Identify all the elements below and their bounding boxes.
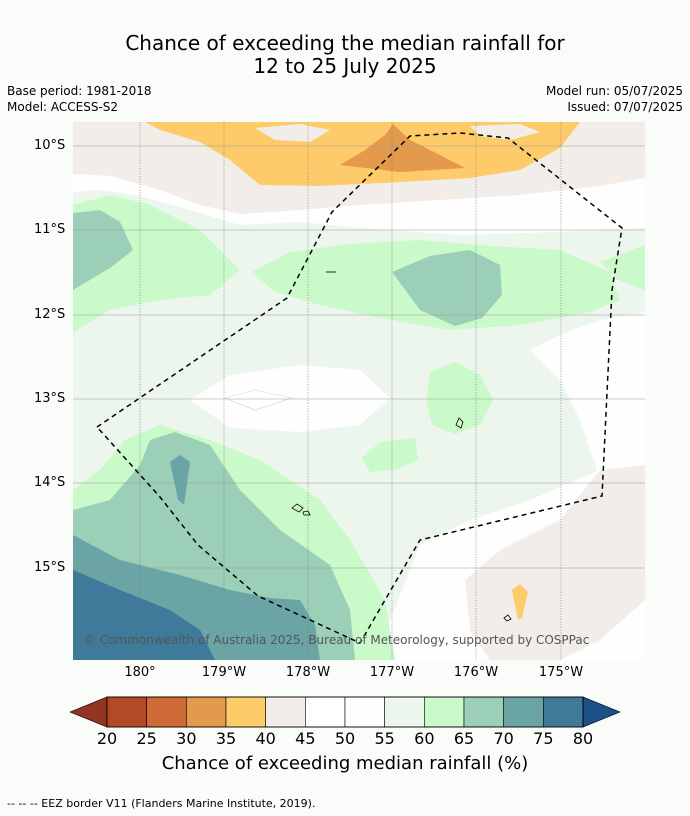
lon-label-180: 180°	[124, 665, 156, 680]
colorbar-cell-40	[265, 696, 306, 728]
lat-label-15s: 15°S	[34, 560, 66, 575]
lon-label-178w: 178°W	[285, 665, 331, 680]
colorbar-cell-55	[384, 696, 425, 728]
map-title-line2: 12 to 25 July 2025	[253, 54, 437, 78]
colorbar-tick-70: 70	[493, 729, 514, 748]
lon-label-177w: 177°W	[369, 665, 415, 680]
contour-65-70-central	[392, 250, 502, 326]
colorbar-tick-80: 80	[572, 729, 594, 748]
contour-50-middle	[224, 389, 294, 411]
lat-label-12s: 12°S	[34, 307, 66, 322]
colorbar-tick-25: 25	[136, 729, 157, 748]
lon-label-179w: 179°W	[201, 665, 247, 680]
colorbar-tick-20: 20	[96, 729, 118, 748]
lat-label-10s: 10°S	[34, 138, 66, 153]
contour-30-35	[340, 124, 465, 172]
colorbar-cell-50	[344, 696, 385, 728]
model-text: Model: ACCESS-S2	[7, 100, 119, 114]
colorbar-cell-25	[146, 696, 187, 728]
colorbar-tick-45: 45	[295, 729, 316, 748]
lat-label-13s: 13°S	[34, 391, 66, 406]
colorbar-cell-60	[424, 696, 465, 728]
map-area	[73, 122, 645, 660]
contour-75-80-south	[73, 570, 215, 660]
map-gridlines	[73, 145, 645, 569]
contour-70-75-blob	[170, 455, 190, 505]
island-outlines	[291, 271, 512, 622]
colorbar-tick-55: 55	[374, 729, 395, 748]
colorbar-tick-30: 30	[176, 729, 197, 748]
contour-45-55-north	[73, 174, 645, 235]
eez-border	[95, 132, 623, 644]
colorbar-cell-35	[225, 696, 266, 728]
contour-60-65-east	[600, 245, 645, 290]
colorbar-tick-65: 65	[453, 729, 475, 748]
colorbar-under-arrow	[69, 696, 108, 728]
contour-35-40-south	[512, 584, 528, 620]
lat-label-11s: 11°S	[34, 222, 66, 237]
colorbar	[69, 696, 621, 728]
lon-label-176w: 176°W	[453, 665, 499, 680]
map-meridians	[139, 122, 562, 660]
lat-label-14s: 14°S	[34, 475, 66, 490]
colorbar-cell-65	[463, 696, 504, 728]
issued-text: Issued: 07/07/2025	[567, 100, 683, 114]
colorbar-tick-40: 40	[255, 729, 276, 748]
colorbar-cell-75	[543, 696, 584, 728]
colorbar-tick-60: 60	[414, 729, 435, 748]
colorbar-cell-20	[106, 696, 147, 728]
colorbar-tick-75: 75	[533, 729, 554, 748]
colorbar-border	[106, 696, 584, 728]
base-period-text: Base period: 1981-2018	[7, 84, 152, 98]
colorbar-cell-70	[503, 696, 544, 728]
copyright-credit: © Commonwealth of Australia 2025, Bureau…	[84, 633, 590, 647]
colorbar-over-arrow	[582, 696, 621, 728]
contour-40-45-patch	[255, 124, 330, 142]
contour-60-65-blob1	[426, 362, 493, 434]
model-run-text: Model run: 05/07/2025	[545, 84, 683, 98]
colorbar-cell-45	[305, 696, 346, 728]
colorbar-tick-35: 35	[215, 729, 237, 748]
contour-60-65-blob2	[362, 438, 418, 472]
contour-40-45-south	[465, 465, 645, 660]
colorbar-tick-50: 50	[334, 729, 356, 748]
colorbar-cell-30	[186, 696, 227, 728]
colorbar-title: Chance of exceeding median rainfall (%)	[161, 753, 529, 774]
map-title-line1: Chance of exceeding the median rainfall …	[125, 31, 565, 55]
eez-footnote: -- -- -- EEZ border V11 (Flanders Marine…	[7, 797, 316, 810]
lon-label-175w: 175°W	[538, 665, 584, 680]
colorbar-cells	[106, 696, 584, 728]
